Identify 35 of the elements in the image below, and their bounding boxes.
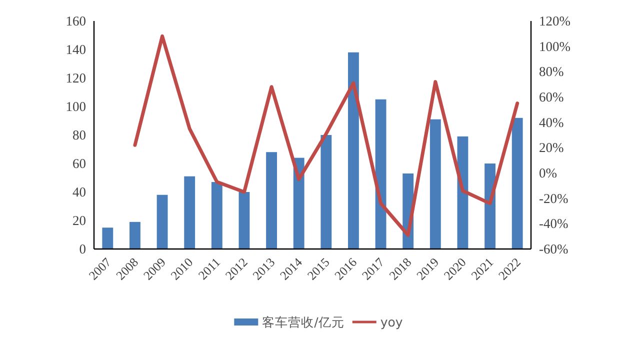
bar: [238, 192, 250, 249]
y2-tick-label: 120%: [539, 14, 570, 28]
y-tick-label: 160: [66, 14, 86, 28]
y-tick-label: 20: [72, 213, 86, 228]
bar: [184, 176, 196, 249]
bar: [512, 118, 523, 249]
legend-label: 客车营收/亿元: [262, 314, 344, 330]
y2-tick-label: -20%: [539, 190, 568, 206]
y2-tick-label: 60%: [539, 90, 564, 104]
y2-tick-label: 40%: [539, 114, 564, 130]
y-tick-label: 0: [79, 242, 86, 256]
bar: [430, 119, 441, 249]
bar: [484, 164, 496, 249]
bar: [130, 222, 140, 249]
y-tick-label: 60: [72, 156, 86, 171]
line-series: [133, 34, 520, 237]
y2-tick-label: 100%: [539, 38, 570, 54]
bar: [266, 152, 277, 249]
y2-tick-label: 0%: [539, 166, 557, 180]
y-tick-label: 40: [72, 184, 86, 200]
y-tick-label: 120: [66, 70, 86, 86]
y2-tick-label: 80%: [539, 64, 564, 80]
y2-tick-label: 20%: [539, 140, 564, 156]
bar: [211, 182, 222, 249]
legend-label: yoy: [380, 314, 404, 330]
x-tick-label: 2011: [196, 255, 224, 282]
bar: [102, 228, 114, 249]
y-tick-label: 140: [66, 42, 86, 57]
y2-tick-label: -40%: [539, 216, 568, 232]
bar: [348, 52, 359, 249]
bar: [320, 135, 332, 249]
y-tick-label: 80: [72, 128, 86, 142]
bar: [156, 194, 168, 249]
y-tick-label: 100: [66, 99, 86, 114]
y2-tick-label: -60%: [539, 242, 568, 256]
